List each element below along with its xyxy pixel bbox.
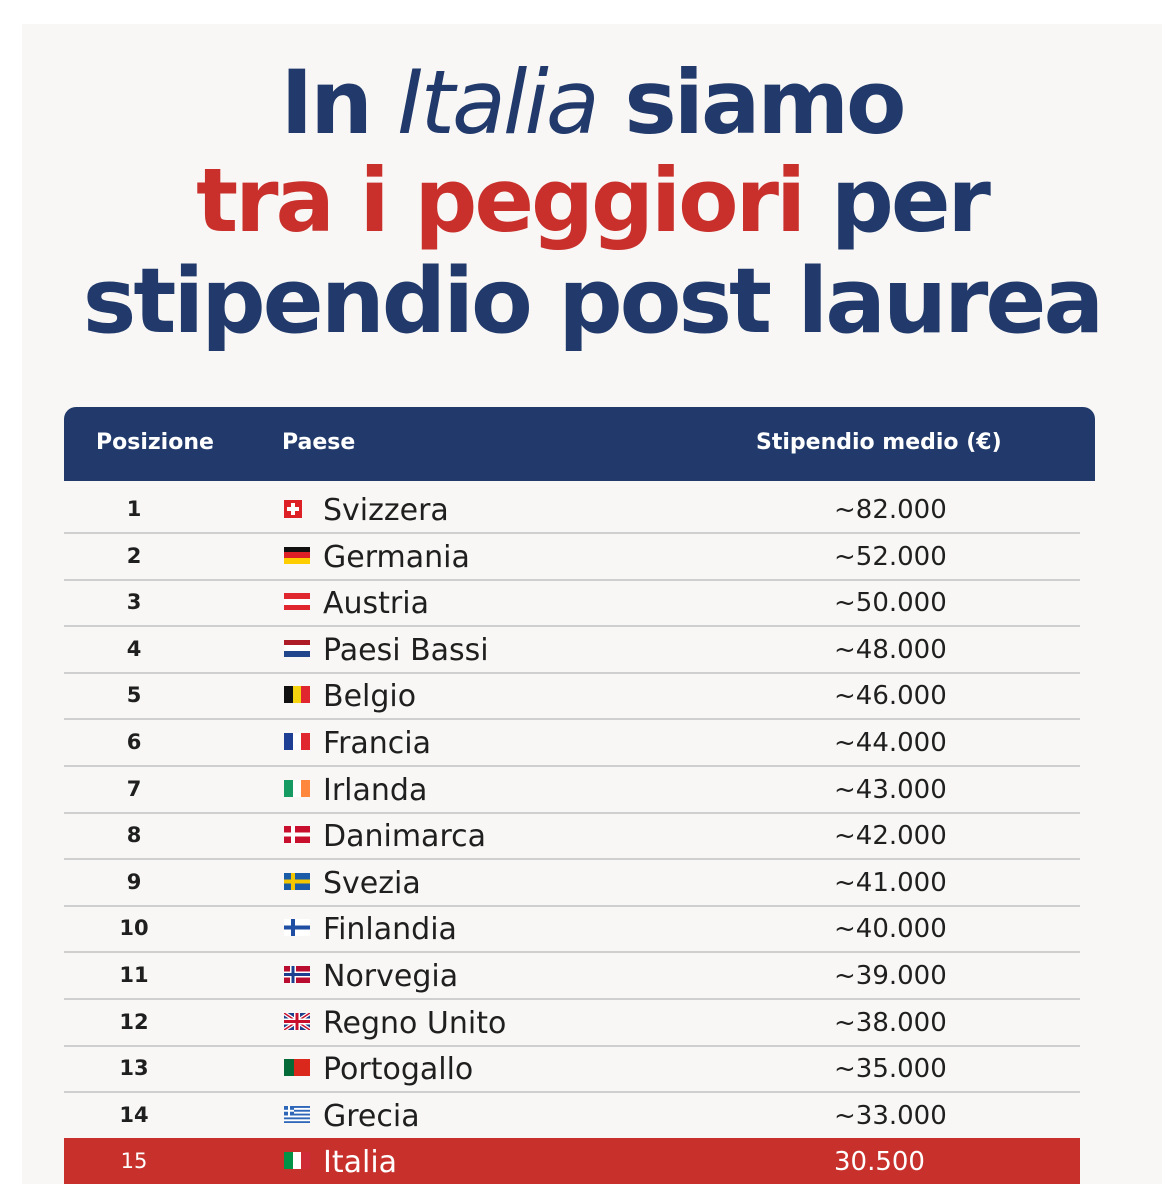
switzerland-flag-icon [284,500,302,518]
row-country: Grecia [323,1098,420,1134]
row-position: 5 [126,683,142,708]
row-salary: ~33.000 [834,1100,947,1131]
sweden-flag-icon [284,872,310,890]
row-position: 8 [126,823,142,848]
row-position: 9 [126,869,142,894]
row-country: Irlanda [323,772,428,808]
row-salary: ~46.000 [834,681,947,712]
table-row: 3 Austria ~50.000 [64,579,1080,628]
table-row: 11 Norvegia ~39.000 [64,952,1080,1000]
table-row: 6 Francia ~44.000 [64,719,1080,767]
column-header-country: Paese [282,430,356,455]
row-position: 11 [119,963,149,987]
row-salary: ~40.000 [834,914,947,945]
row-position: 14 [119,1102,149,1127]
france-flag-icon [284,733,310,750]
netherlands-flag-icon [284,639,310,657]
row-country: Svezia [323,865,421,901]
table-row: 2 Germania ~52.000 [64,533,1080,581]
finland-flag-icon [284,919,310,937]
row-salary: ~39.000 [834,961,947,991]
title-word-siamo: siamo [624,51,906,154]
belgium-flag-icon [284,686,310,704]
table-row: 4 Paesi Bassi ~48.000 [64,626,1080,674]
row-country: Italia [323,1145,398,1181]
portugal-flag-icon [284,1059,310,1077]
row-salary: ~52.000 [834,541,947,572]
table-row: 13 Portogallo ~35.000 [64,1045,1080,1094]
row-country: Austria [323,586,429,622]
row-country: Portogallo [323,1052,474,1088]
title-line-1: In Italia siamo [22,54,1162,152]
denmark-flag-icon [284,826,310,844]
table-row: 7 Irlanda ~43.000 [64,766,1080,814]
row-salary: ~50.000 [834,588,947,619]
row-country: Danimarca [323,819,486,855]
row-salary: ~42.000 [834,821,947,852]
row-salary: ~38.000 [834,1007,947,1038]
row-position: 6 [126,730,142,754]
row-country: Regno Unito [323,1005,507,1041]
row-country: Norvegia [323,959,459,994]
row-position: 10 [119,916,149,941]
row-position: 2 [126,543,142,568]
table-row: 15 Italia 30.500 [64,1138,1080,1184]
row-position: 15 [120,1149,148,1174]
greece-flag-icon [284,1105,310,1123]
germany-flag-icon [284,546,310,564]
row-country: Finlandia [323,912,457,948]
row-country: Svizzera [323,493,449,528]
table-row: 5 Belgio ~46.000 [64,672,1080,721]
infographic-card: In Italia siamo tra i peggiori per stipe… [22,24,1162,1184]
uk-flag-icon [284,1012,310,1030]
row-position: 12 [119,1009,149,1034]
italy-flag-icon [284,1152,310,1170]
title-line-3: stipendio post laurea [82,249,1104,354]
column-header-salary: Stipendio medio (€) [756,430,1002,455]
table-row: 10 Finlandia ~40.000 [64,905,1080,954]
title-word-italia: Italia [397,51,600,154]
row-position: 4 [126,636,142,661]
row-position: 7 [126,776,142,801]
row-salary: ~48.000 [834,634,947,665]
row-position: 3 [126,590,142,615]
title-line-2: tra i peggiori per [22,152,1162,250]
page-title: In Italia siamo tra i peggiori per stipe… [22,54,1162,354]
row-salary: ~35.000 [834,1054,947,1085]
column-header-position: Posizione [96,430,214,455]
title-highlight: tra i peggiori [196,149,806,252]
table-row: 14 Grecia ~33.000 [64,1092,1080,1140]
title-word-in: In [280,51,373,154]
title-word-per: per [830,149,991,252]
row-country: Francia [323,726,432,761]
row-salary: ~43.000 [834,774,947,805]
table-row: 12 Regno Unito ~38.000 [64,999,1080,1047]
table-row: 1 Svizzera ~82.000 [64,486,1080,534]
row-position: 13 [119,1056,149,1081]
ireland-flag-icon [284,779,310,797]
table-row: 9 Svezia ~41.000 [64,859,1080,907]
row-salary: ~41.000 [834,867,947,898]
austria-flag-icon [284,593,310,611]
row-country: Germania [323,539,470,575]
table-header: Posizione Paese Stipendio medio (€) [64,407,1095,481]
norway-flag-icon [284,966,310,983]
row-salary: 30.500 [834,1147,925,1178]
row-country: Paesi Bassi [323,632,489,668]
table-row: 8 Danimarca ~42.000 [64,812,1080,861]
row-position: 1 [126,497,142,521]
row-salary: ~44.000 [834,728,947,758]
row-country: Belgio [323,679,417,715]
row-salary: ~82.000 [834,495,947,525]
